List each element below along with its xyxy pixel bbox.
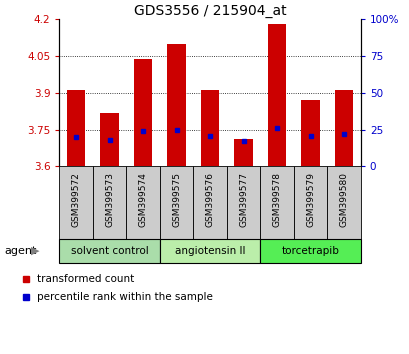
Title: GDS3556 / 215904_at: GDS3556 / 215904_at	[133, 5, 286, 18]
Bar	[260, 166, 293, 239]
Text: ▶: ▶	[31, 246, 39, 256]
Bar	[100, 113, 119, 166]
Text: GSM399576: GSM399576	[205, 172, 214, 227]
Bar	[167, 44, 185, 166]
Bar	[193, 166, 226, 239]
Text: GSM399572: GSM399572	[72, 172, 81, 227]
Bar	[293, 166, 326, 239]
Text: agent: agent	[4, 246, 36, 256]
Bar	[67, 91, 85, 166]
Bar	[326, 166, 360, 239]
Bar	[234, 139, 252, 166]
Bar	[160, 166, 193, 239]
Bar	[226, 166, 260, 239]
Bar	[134, 59, 152, 166]
Bar	[334, 91, 353, 166]
Text: transformed count: transformed count	[37, 274, 134, 284]
Text: GSM399577: GSM399577	[238, 172, 247, 227]
Text: GSM399580: GSM399580	[339, 172, 348, 227]
Bar	[301, 100, 319, 166]
Bar	[200, 91, 219, 166]
Text: percentile rank within the sample: percentile rank within the sample	[37, 292, 213, 302]
Bar	[93, 166, 126, 239]
Bar	[59, 239, 160, 263]
Text: GSM399579: GSM399579	[306, 172, 314, 227]
Text: GSM399574: GSM399574	[138, 172, 147, 227]
Bar	[59, 166, 93, 239]
Text: torcetrapib: torcetrapib	[281, 246, 339, 256]
Text: GSM399578: GSM399578	[272, 172, 281, 227]
Bar	[160, 239, 260, 263]
Bar	[267, 24, 285, 166]
Text: angiotensin II: angiotensin II	[175, 246, 245, 256]
Text: solvent control: solvent control	[71, 246, 148, 256]
Text: GSM399573: GSM399573	[105, 172, 114, 227]
Bar	[260, 239, 360, 263]
Bar	[126, 166, 160, 239]
Text: GSM399575: GSM399575	[172, 172, 181, 227]
